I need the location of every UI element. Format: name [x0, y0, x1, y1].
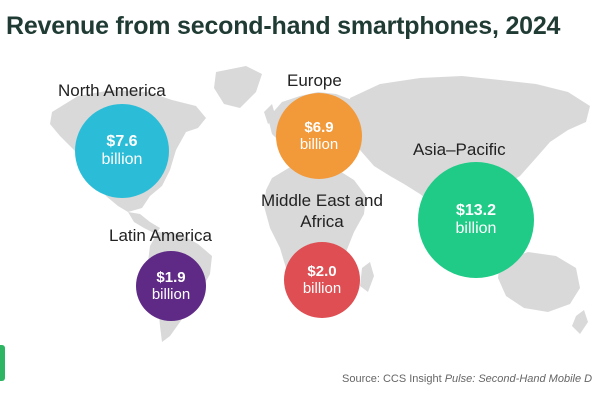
landmass-greenland — [214, 66, 262, 108]
landmass-uk — [264, 104, 276, 124]
bubble-value: $6.9 — [304, 119, 334, 136]
edge-tab — [0, 345, 5, 381]
bubble-value: $2.0 — [307, 263, 337, 280]
bubble-unit: billion — [151, 286, 191, 303]
bubble-value: $7.6 — [106, 133, 138, 150]
bubble-asia-pacific: $13.2 billion — [418, 162, 534, 278]
region-label-asia-pacific: Asia–Pacific — [413, 140, 506, 159]
bubble-unit: billion — [101, 151, 143, 168]
bubble-unit: billion — [302, 280, 342, 297]
source-publication: Pulse: Second-Hand Mobile D — [444, 373, 593, 385]
landmass-new-zealand — [572, 310, 588, 334]
bubble-latin-america: $1.9 billion — [136, 251, 206, 321]
region-label-north-america: North America — [58, 81, 166, 100]
landmass-madagascar — [360, 262, 374, 292]
bubble-north-america: $7.6 billion — [75, 104, 169, 198]
region-label-latin-america: Latin America — [109, 226, 212, 245]
region-label-middle-east-africa: Middle East and Africa — [261, 191, 383, 231]
region-label-europe: Europe — [287, 71, 342, 90]
bubble-middle-east-africa: $2.0 billion — [284, 242, 360, 318]
landmass-central-america — [128, 212, 160, 234]
bubble-unit: billion — [455, 220, 497, 237]
landmass-australia — [498, 252, 580, 312]
source-prefix: Source: CCS Insight — [342, 373, 445, 385]
page-title: Revenue from second-hand smartphones, 20… — [6, 12, 561, 40]
bubble-europe: $6.9 billion — [276, 93, 362, 179]
bubble-value: $1.9 — [156, 269, 186, 286]
bubble-value: $13.2 — [455, 202, 497, 219]
bubble-unit: billion — [299, 136, 339, 153]
landmass-asia — [350, 76, 590, 214]
source-note: Source: CCS Insight Pulse: Second-Hand M… — [342, 373, 600, 385]
